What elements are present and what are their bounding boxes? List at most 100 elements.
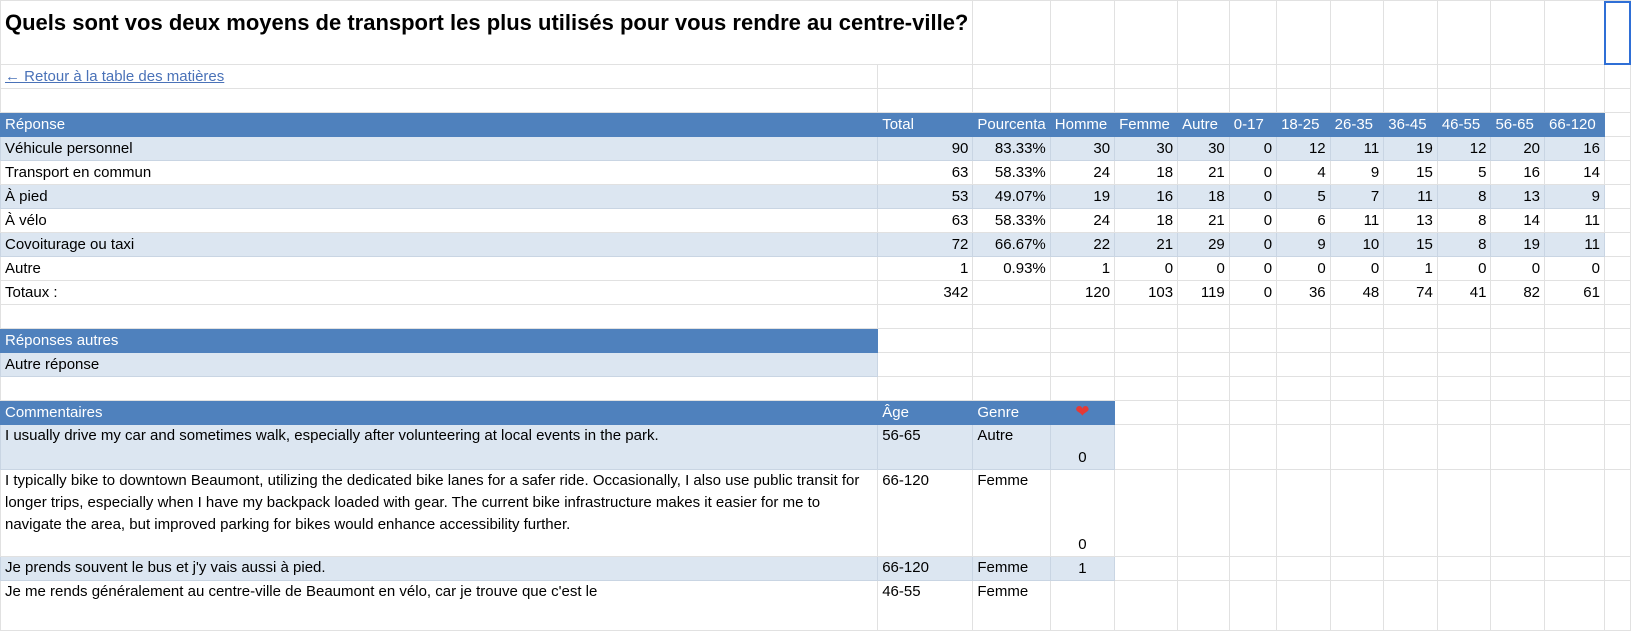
value-cell[interactable]: 58.33%	[972, 208, 1051, 233]
empty-cell[interactable]	[1490, 469, 1546, 557]
comments-column-header[interactable]: Genre	[972, 400, 1051, 425]
value-cell[interactable]: 21	[1177, 160, 1230, 185]
empty-cell[interactable]	[1383, 0, 1438, 65]
value-cell[interactable]: 29	[1177, 232, 1230, 257]
value-cell[interactable]: 63	[877, 160, 974, 185]
empty-cell[interactable]	[972, 0, 1051, 65]
value-cell[interactable]: 0	[1490, 256, 1546, 281]
empty-cell[interactable]	[1228, 64, 1278, 89]
value-cell[interactable]: 63	[877, 208, 974, 233]
empty-cell[interactable]	[972, 352, 1051, 377]
empty-cell[interactable]	[1383, 88, 1438, 113]
empty-cell[interactable]	[1177, 424, 1230, 470]
value-cell[interactable]: 16	[1490, 160, 1546, 185]
value-cell[interactable]: 4	[1276, 160, 1331, 185]
empty-cell[interactable]	[1436, 376, 1492, 401]
column-header[interactable]: Autre	[1177, 112, 1230, 137]
column-header[interactable]: 18-25	[1276, 112, 1331, 137]
empty-cell[interactable]	[0, 88, 879, 113]
value-cell[interactable]: 19	[1490, 232, 1546, 257]
age-cell[interactable]: 56-65	[877, 424, 974, 470]
empty-cell[interactable]	[1276, 400, 1331, 425]
empty-cell[interactable]	[972, 376, 1051, 401]
response-label[interactable]: À vélo	[0, 208, 879, 233]
value-cell[interactable]: 53	[877, 184, 974, 209]
empty-cell[interactable]	[1228, 328, 1278, 353]
value-cell[interactable]: 19	[1049, 184, 1116, 209]
empty-cell[interactable]	[1490, 88, 1546, 113]
empty-cell[interactable]	[1603, 304, 1631, 329]
empty-cell[interactable]	[1383, 400, 1438, 425]
empty-cell[interactable]	[1603, 232, 1631, 257]
empty-cell[interactable]	[1603, 208, 1631, 233]
value-cell[interactable]: 11	[1544, 208, 1605, 233]
empty-cell[interactable]	[1114, 64, 1179, 89]
value-cell[interactable]: 8	[1436, 184, 1492, 209]
column-header[interactable]: 36-45	[1383, 112, 1438, 137]
value-cell[interactable]: 12	[1436, 136, 1492, 161]
empty-cell[interactable]	[1603, 256, 1631, 281]
empty-cell[interactable]	[1114, 0, 1179, 65]
empty-cell[interactable]	[1544, 556, 1605, 581]
empty-cell[interactable]	[1436, 580, 1492, 631]
column-header[interactable]: 56-65	[1490, 112, 1546, 137]
total-cell[interactable]: 48	[1329, 280, 1385, 305]
empty-cell[interactable]	[1544, 0, 1605, 65]
value-cell[interactable]: 49.07%	[972, 184, 1051, 209]
selected-cell[interactable]	[1603, 0, 1631, 65]
empty-cell[interactable]	[1383, 469, 1438, 557]
value-cell[interactable]: 0	[1329, 256, 1385, 281]
empty-cell[interactable]	[1490, 580, 1546, 631]
response-label[interactable]: Covoiturage ou taxi	[0, 232, 879, 257]
value-cell[interactable]: 16	[1544, 136, 1605, 161]
value-cell[interactable]: 9	[1544, 184, 1605, 209]
empty-cell[interactable]	[1383, 304, 1438, 329]
empty-cell[interactable]	[1490, 0, 1546, 65]
comment-text[interactable]: Je me rends généralement au centre-ville…	[0, 580, 879, 631]
empty-cell[interactable]	[1276, 580, 1331, 631]
total-cell[interactable]: 74	[1383, 280, 1438, 305]
empty-cell[interactable]	[877, 64, 974, 89]
page-title[interactable]: Quels sont vos deux moyens de transport …	[0, 0, 973, 65]
value-cell[interactable]: 18	[1114, 208, 1179, 233]
column-header[interactable]: 0-17	[1228, 112, 1278, 137]
back-to-toc-link[interactable]: ← Retour à la table des matières	[5, 68, 225, 85]
value-cell[interactable]: 0	[1228, 256, 1278, 281]
empty-cell[interactable]	[1329, 0, 1385, 65]
value-cell[interactable]: 0.93%	[972, 256, 1051, 281]
value-cell[interactable]: 22	[1049, 232, 1116, 257]
empty-cell[interactable]	[1603, 184, 1631, 209]
empty-cell[interactable]	[1228, 352, 1278, 377]
empty-cell[interactable]	[877, 328, 974, 353]
empty-cell[interactable]	[1436, 400, 1492, 425]
empty-cell[interactable]	[1329, 64, 1385, 89]
empty-cell[interactable]	[1114, 352, 1179, 377]
empty-cell[interactable]	[1276, 304, 1331, 329]
empty-cell[interactable]	[1544, 400, 1605, 425]
empty-cell[interactable]	[1049, 0, 1116, 65]
empty-cell[interactable]	[972, 64, 1051, 89]
value-cell[interactable]: 0	[1436, 256, 1492, 281]
empty-cell[interactable]	[1049, 328, 1116, 353]
empty-cell[interactable]	[1436, 0, 1492, 65]
value-cell[interactable]: 13	[1490, 184, 1546, 209]
empty-cell[interactable]	[1603, 88, 1631, 113]
back-link-cell[interactable]: ← Retour à la table des matières	[0, 64, 879, 89]
empty-cell[interactable]	[1177, 400, 1230, 425]
empty-cell[interactable]	[1490, 304, 1546, 329]
empty-cell[interactable]	[0, 304, 879, 329]
total-cell[interactable]: 82	[1490, 280, 1546, 305]
empty-cell[interactable]	[1276, 352, 1331, 377]
column-header[interactable]: Pourcenta	[972, 112, 1051, 137]
empty-cell[interactable]	[1329, 328, 1385, 353]
empty-cell[interactable]	[1490, 400, 1546, 425]
empty-cell[interactable]	[1177, 469, 1230, 557]
value-cell[interactable]: 19	[1383, 136, 1438, 161]
empty-cell[interactable]	[1603, 400, 1631, 425]
response-label[interactable]: Véhicule personnel	[0, 136, 879, 161]
empty-cell[interactable]	[1114, 580, 1179, 631]
genre-cell[interactable]: Autre	[972, 424, 1051, 470]
total-cell[interactable]: 41	[1436, 280, 1492, 305]
empty-cell[interactable]	[1228, 556, 1278, 581]
value-cell[interactable]: 11	[1544, 232, 1605, 257]
